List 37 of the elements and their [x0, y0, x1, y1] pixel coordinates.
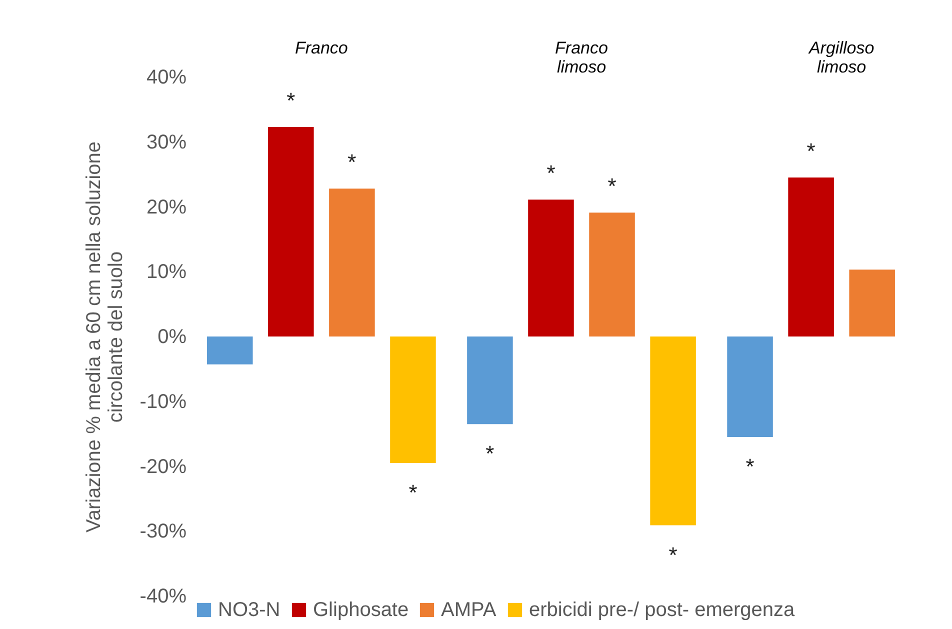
bar [390, 336, 436, 464]
y-tick-label: -40% [140, 586, 187, 608]
data-label: * [286, 88, 296, 113]
data-label: * [668, 542, 678, 568]
y-tick-label: 0% [158, 326, 187, 348]
bar [268, 126, 314, 336]
bar [650, 336, 696, 526]
y-axis-title: Variazione % media a 60 cm nella soluzione circolante del suolo [82, 142, 127, 532]
y-tick-label: -10% [140, 390, 187, 413]
y-tick-label: 10% [146, 261, 187, 284]
bar [589, 212, 635, 336]
legend-label: AMPA [441, 599, 497, 621]
bar [528, 200, 574, 336]
bar [849, 270, 895, 336]
bar [727, 336, 773, 438]
y-tick-label: 40% [146, 66, 187, 88]
data-label: * [746, 454, 755, 480]
y-tick-label: -20% [140, 456, 187, 478]
legend-label: NO3-N [218, 599, 280, 621]
legend-label: Gliphosate [313, 599, 409, 621]
x-tick-label: Argilloso limoso [808, 38, 874, 76]
y-tick-label: 20% [146, 196, 187, 218]
bar [467, 336, 513, 424]
legend-label: erbicidi pre-/ post- emergenza [529, 599, 796, 621]
data-label: * [486, 441, 495, 466]
data-label: * [806, 138, 816, 164]
x-tick-label: Franco [294, 38, 348, 58]
x-tick-label: Franco limoso [555, 38, 608, 76]
data-label: * [408, 480, 418, 506]
data-label: * [348, 150, 357, 175]
y-tick-label: -30% [140, 520, 187, 543]
bar [207, 336, 253, 364]
data-label: * [608, 174, 617, 199]
bar [329, 188, 375, 336]
data-label: * [546, 160, 556, 186]
y-tick-label: 30% [146, 131, 187, 154]
bar [788, 178, 834, 336]
